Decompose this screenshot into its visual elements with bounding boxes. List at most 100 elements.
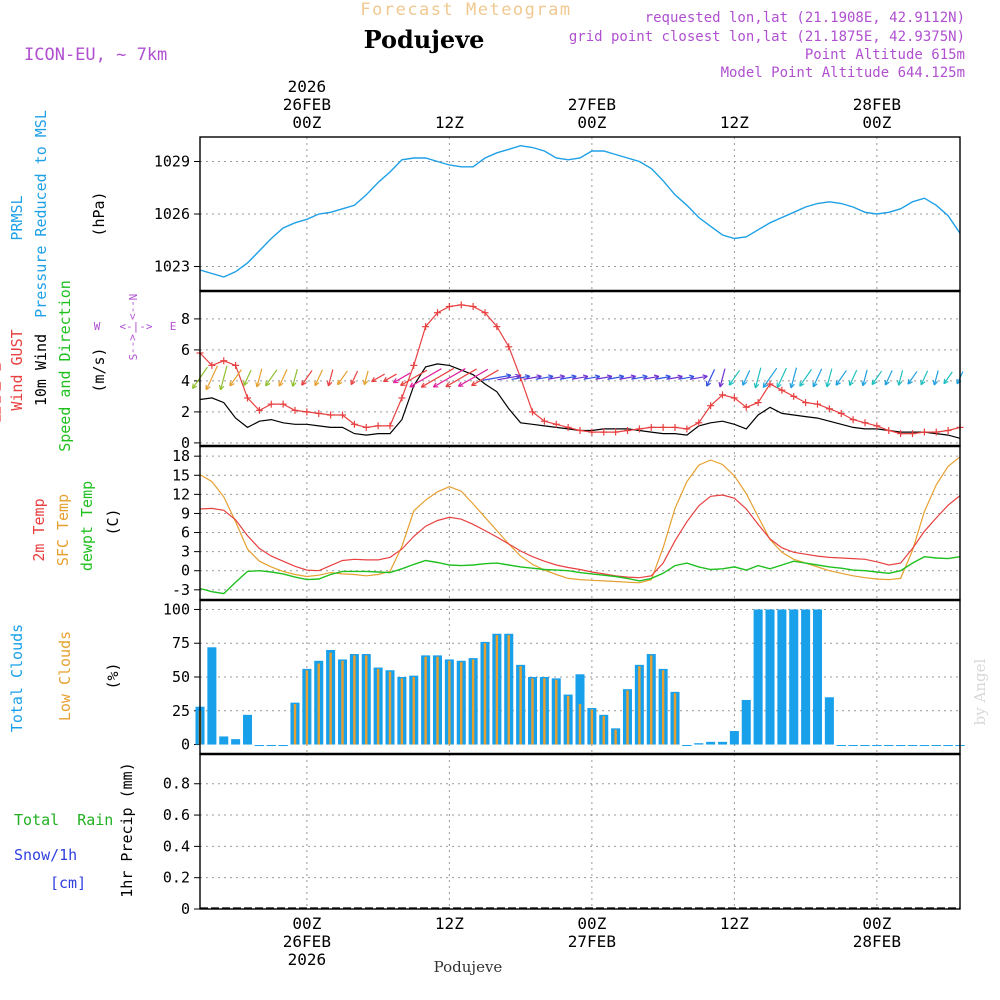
low-cloud-bar (436, 656, 439, 745)
low-cloud-bar (317, 663, 320, 745)
wind-arrow-head (301, 380, 304, 386)
wind-arrow-head (471, 381, 475, 386)
wind-arrow-head (742, 381, 748, 386)
wind-arrow-head (582, 374, 589, 377)
total-cloud-bar (207, 647, 217, 745)
total-cloud-bar (219, 736, 229, 745)
wind-arrow-head (363, 380, 369, 386)
wind-arrow-head (327, 381, 333, 387)
wind-arrow (933, 370, 939, 386)
total-cloud-bar (812, 609, 823, 745)
wind-gust-label: Wind GUST (8, 329, 26, 410)
low-cloud-bar (353, 655, 356, 745)
wind-arrow-head (849, 381, 854, 386)
point-altitude: Point Altitude 615m (805, 47, 965, 63)
top-time-label: 27FEB (568, 95, 616, 114)
wind-arrow-head (719, 382, 724, 388)
clouds-y-ticks: 0 25 50 75 100 (163, 600, 200, 754)
total-rain-label: Total Rain (14, 811, 113, 829)
wind-arrow (420, 367, 455, 388)
wind-arrow-head (362, 379, 365, 385)
low-cloud-bar (661, 670, 665, 745)
wind-arrow-head (871, 379, 874, 385)
wind-arrow (667, 375, 683, 380)
top-time-label: 00Z (292, 113, 321, 132)
wind-arrow-head (314, 382, 320, 387)
wind-arrow-head (728, 380, 731, 386)
wind-arrow-head (666, 376, 671, 380)
wind-arrow (205, 365, 219, 391)
compass-north-arrow: <-- (126, 300, 139, 320)
wind-arrow (229, 369, 242, 387)
wind-arrow (607, 375, 624, 380)
t2m-label: 2m Temp (30, 498, 48, 561)
wind-arrow-head (292, 382, 297, 387)
wind-arrow-head (703, 375, 708, 380)
total-cloud-bar (231, 739, 241, 745)
top-time-label: 00Z (577, 113, 606, 132)
y-tick-label: 0 (181, 736, 190, 754)
dewpt-label: dewpt Temp (78, 481, 96, 571)
total-cloud-bar (706, 741, 716, 745)
wind-arrow-head (835, 380, 838, 386)
low-cloud-bar (673, 693, 677, 745)
wind-arrow (243, 369, 252, 386)
low-cloud-bar (638, 666, 641, 745)
pressure-panel: 1023 1026 1029 PRMSL Pressure Reduced to M… (8, 110, 961, 318)
wind-arrow-head (278, 382, 284, 387)
top-time-label: 12Z (435, 113, 464, 132)
wind-arrow (433, 368, 466, 388)
wind-arrow-head (702, 374, 708, 377)
wind-arrow (511, 375, 530, 380)
wind-arrow (619, 375, 636, 380)
low-cloud-bar (590, 709, 594, 745)
low-cloud-bar (614, 729, 617, 745)
wind-arrow-head (265, 382, 271, 387)
wind-grid (200, 291, 960, 446)
snow-label: Snow/1h (14, 846, 77, 864)
wind-arrow-head (337, 381, 343, 386)
low-cloud-bar (495, 635, 499, 745)
wind-compass: N <-- W <-|-> E --> S (94, 294, 177, 361)
wind-arrow-head (932, 380, 935, 386)
low-cloud-bar (400, 678, 404, 745)
low-cloud-bar (448, 660, 451, 745)
low-cloud-bar (341, 660, 344, 745)
wind-dir-label: Speed and Direction (56, 280, 74, 452)
wind-arrow-head (265, 380, 267, 386)
wind-arrow-head (689, 374, 695, 378)
total-cloud-bar (765, 609, 775, 745)
wind-arrow-head (229, 380, 232, 387)
y-tick-label: 8 (181, 310, 190, 328)
wind-direction-arrows (191, 365, 964, 391)
y-tick-label: 0 (181, 900, 190, 918)
wind-arrow-head (799, 381, 802, 387)
total-cloud-bar (694, 743, 704, 745)
total-clouds-label: Total Clouds (8, 624, 26, 732)
bottom-time-label: 00Z (577, 914, 606, 933)
wind-arrow-head (754, 383, 760, 389)
wind-arrow (559, 375, 577, 380)
wind-arrow-head (790, 383, 795, 389)
wind-arrow-head (301, 382, 307, 386)
low-cloud-bar (471, 659, 475, 745)
top-time-axis: 202626FEB00Z12Z27FEB00Z12Z28FEB00Z12Z (283, 77, 901, 132)
clouds-unit: (%) (104, 662, 122, 689)
wind-arrow (471, 369, 499, 387)
wind-arrow-head (594, 374, 600, 377)
wind-arrow-head (943, 378, 946, 384)
wind-arrow (383, 373, 397, 383)
wind-arrow-head (536, 374, 542, 377)
wind-arrow (535, 375, 554, 380)
y-tick-label: 100 (163, 600, 190, 618)
wind-arrow-head (218, 384, 222, 390)
wind-arrow (631, 375, 648, 380)
wind-arrow-head (862, 381, 867, 387)
wind-arrow (409, 368, 442, 388)
low-cloud-bar (543, 678, 546, 745)
wind-arrow-head (898, 381, 903, 386)
y-tick-label: 0 (181, 562, 190, 580)
wind-arrow (497, 375, 521, 381)
